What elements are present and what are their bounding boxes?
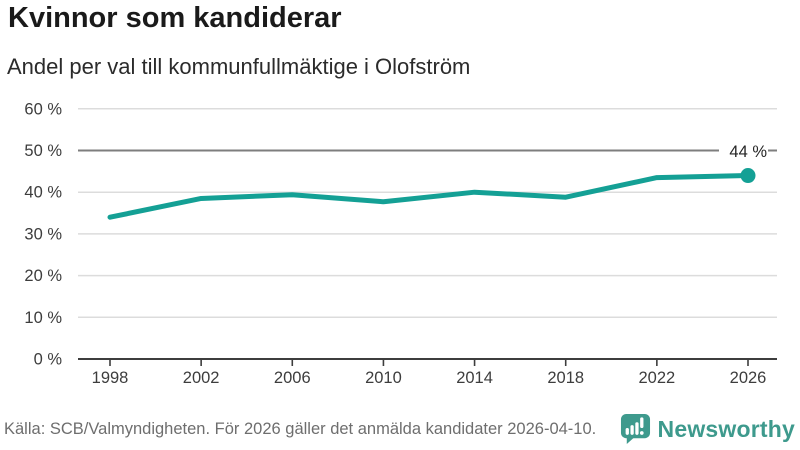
trend-line (107, 173, 751, 220)
x-tick-label: 2014 (456, 369, 493, 387)
x-tick-label: 1998 (92, 369, 129, 387)
y-tick-label: 50 % (24, 142, 62, 160)
x-tick-label: 2018 (547, 369, 584, 387)
chart-footer: Källa: SCB/Valmyndigheten. För 2026 gäll… (4, 412, 795, 446)
source-note: Källa: SCB/Valmyndigheten. För 2026 gäll… (4, 419, 597, 438)
y-tick-label: 40 % (24, 184, 62, 202)
y-tick-label: 10 % (24, 309, 62, 327)
end-point-label: 44 % (729, 143, 767, 161)
newsworthy-logo-text: Newsworthy (657, 415, 795, 442)
x-tick-label: 2006 (274, 369, 311, 387)
chart-title: Kvinnor som kandiderar (8, 2, 342, 34)
newsworthy-logo[interactable]: Newsworthy (620, 413, 795, 445)
x-tick-label: 2002 (183, 369, 220, 387)
y-tick-label: 20 % (24, 267, 62, 285)
y-tick-label: 60 % (24, 100, 62, 118)
newsworthy-logo-icon (620, 413, 650, 445)
x-tick-label: 2022 (638, 369, 675, 387)
y-tick-label: 30 % (24, 225, 62, 243)
x-tick-label: 2026 (730, 369, 767, 387)
line-chart: 0 % 10 % 20 % 30 % 40 % 50 % 60 % 1998 2002 2006 2… (24, 100, 777, 387)
chart-subtitle: Andel per val till kommunfullmäktige i O… (7, 54, 471, 79)
end-label-backplate (719, 142, 768, 160)
end-point-marker (740, 168, 756, 184)
y-tick-label: 0 % (34, 351, 63, 369)
x-tick-label: 2010 (365, 369, 402, 387)
